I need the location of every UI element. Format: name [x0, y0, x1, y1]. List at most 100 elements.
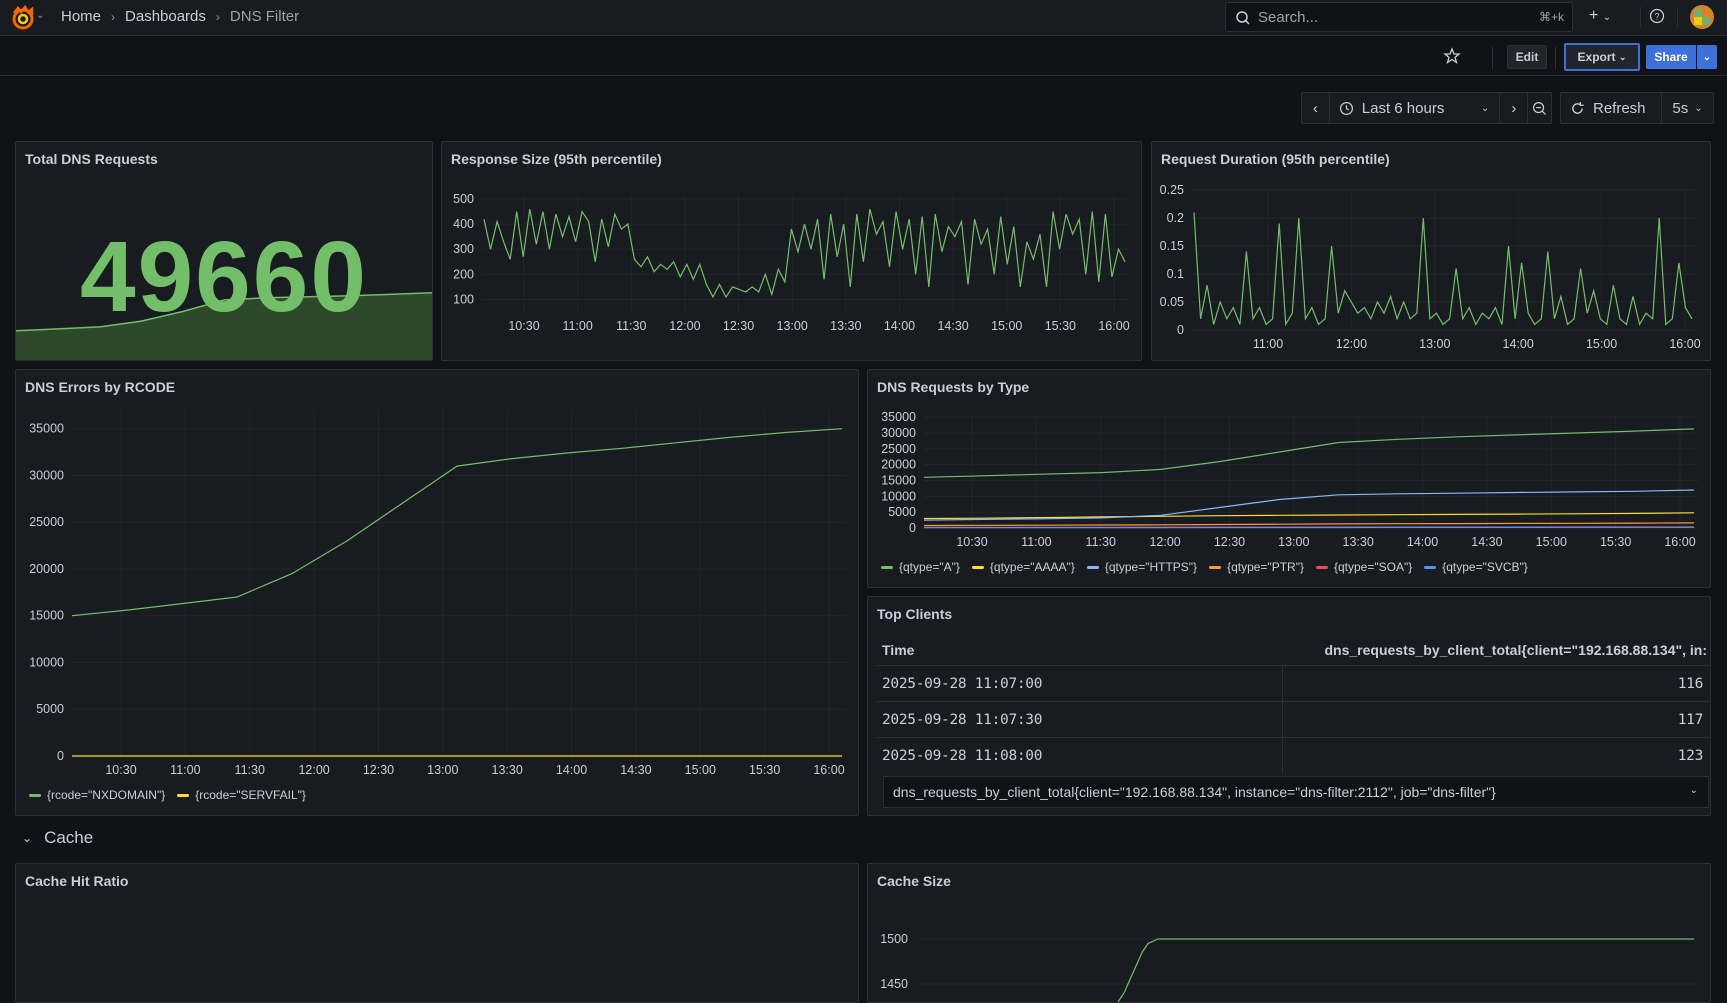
legend-label: {qtype="PTR"}	[1227, 560, 1304, 574]
legend-item[interactable]: {rcode="NXDOMAIN"}	[29, 788, 165, 802]
column-header-value[interactable]: dns_requests_by_client_total{client="192…	[1283, 642, 1709, 658]
y-tick-label: 0	[909, 521, 916, 535]
legend-label: {qtype="SOA"}	[1334, 560, 1412, 574]
x-tick-label: 16:00	[1098, 319, 1129, 333]
x-tick-label: 15:30	[1600, 535, 1631, 549]
x-tick-label: 14:00	[1407, 535, 1438, 549]
series-select[interactable]: dns_requests_by_client_total{client="192…	[883, 776, 1709, 808]
refresh-picker: Refresh 5s ⌄	[1560, 92, 1714, 124]
y-tick-label: 35000	[881, 410, 916, 424]
panel-cache-hit-ratio[interactable]: Cache Hit Ratio	[15, 863, 859, 1003]
panel-total-dns-requests[interactable]: Total DNS Requests 49660	[15, 141, 433, 361]
legend-item[interactable]: {qtype="HTTPS"}	[1087, 560, 1197, 574]
zoom-out-button[interactable]	[1528, 93, 1551, 123]
export-label: Export	[1578, 50, 1616, 64]
y-tick-label: 400	[453, 217, 474, 231]
x-tick-label: 14:30	[1471, 535, 1502, 549]
legend-item[interactable]: {qtype="PTR"}	[1209, 560, 1304, 574]
refresh-button[interactable]: Refresh	[1561, 93, 1662, 123]
time-back-button[interactable]: ‹	[1302, 93, 1330, 123]
x-tick-label: 15:00	[991, 319, 1022, 333]
y-tick-label: 25000	[29, 515, 64, 529]
row-collapse-cache[interactable]: ⌄ Cache	[22, 828, 93, 848]
help-icon[interactable]: ?	[1649, 8, 1665, 24]
x-tick-label: 11:00	[1021, 535, 1051, 549]
table-row: 2025-09-28 11:08:00 123	[877, 738, 1709, 774]
chart-legend: {qtype="A"} {qtype="AAAA"} {qtype="HTTPS"}…	[881, 560, 1528, 574]
x-tick-label: 15:30	[749, 763, 780, 777]
share-button[interactable]: Share	[1646, 45, 1696, 69]
cell-time: 2025-09-28 11:08:00	[877, 738, 1283, 774]
breadcrumb-dashboards[interactable]: Dashboards	[125, 8, 206, 25]
refresh-icon	[1570, 101, 1585, 116]
edit-button[interactable]: Edit	[1507, 45, 1547, 69]
legend-swatch	[972, 566, 984, 569]
legend-item[interactable]: {rcode="SERVFAIL"}	[177, 788, 306, 802]
x-tick-label: 13:30	[1343, 535, 1374, 549]
chevron-down-icon: ⌄	[1619, 52, 1627, 63]
x-tick-label: 11:00	[170, 763, 200, 777]
y-tick-label: 0.1	[1167, 267, 1184, 281]
star-icon[interactable]	[1443, 47, 1461, 65]
stat-value: 49660	[16, 220, 432, 335]
y-tick-label: 200	[453, 267, 474, 281]
legend-item[interactable]: {qtype="AAAA"}	[972, 560, 1075, 574]
timeseries-chart: 0500010000150002000025000300003500010:30…	[16, 370, 859, 816]
clock-icon	[1339, 101, 1354, 116]
series-line	[1194, 212, 1692, 324]
x-tick-label: 10:30	[105, 763, 136, 777]
svg-text:?: ?	[1654, 12, 1659, 22]
series-line	[924, 429, 1694, 477]
search-shortcut: ⌘+k	[1539, 10, 1564, 24]
chevron-left-icon: ‹	[1313, 100, 1318, 117]
timeseries-chart: 0500010000150002000025000300003500010:30…	[868, 370, 1711, 588]
search-placeholder: Search...	[1258, 9, 1539, 26]
legend-swatch	[1209, 566, 1221, 569]
x-tick-label: 11:30	[235, 763, 265, 777]
series-line	[924, 513, 1694, 519]
x-tick-label: 11:30	[1086, 535, 1116, 549]
time-range-button[interactable]: Last 6 hours ⌄	[1330, 93, 1501, 123]
avatar[interactable]	[1690, 5, 1714, 29]
legend-item[interactable]: {qtype="SVCB"}	[1424, 560, 1528, 574]
x-tick-label: 10:30	[956, 535, 987, 549]
chevron-down-icon: ⌄	[1694, 103, 1702, 114]
row-title: Cache	[44, 828, 93, 848]
y-tick-label: 10000	[881, 489, 916, 503]
legend-item[interactable]: {qtype="SOA"}	[1316, 560, 1412, 574]
y-tick-label: 15000	[29, 609, 64, 623]
breadcrumb-home[interactable]: Home	[61, 8, 101, 25]
chevron-down-icon[interactable]: ⌄	[36, 10, 44, 21]
legend-swatch	[1424, 566, 1436, 569]
x-tick-label: 13:00	[1278, 535, 1309, 549]
chevron-down-icon: ⌄	[1703, 52, 1711, 63]
grafana-logo-icon[interactable]	[10, 5, 36, 31]
panel-top-clients[interactable]: Top Clients Time dns_requests_by_client_…	[867, 596, 1711, 816]
x-tick-label: 15:30	[1045, 319, 1076, 333]
refresh-interval-select[interactable]: 5s ⌄	[1662, 93, 1713, 123]
search-input[interactable]: Search... ⌘+k	[1225, 2, 1573, 32]
y-tick-label: 5000	[36, 702, 64, 716]
chevron-down-icon: ⌄	[1481, 103, 1489, 114]
top-bar: ⌄ Home › Dashboards › DNS Filter Search.…	[0, 0, 1727, 36]
export-button[interactable]: Export ⌄	[1564, 43, 1640, 71]
divider	[1555, 47, 1556, 69]
column-header-time[interactable]: Time	[877, 642, 1283, 658]
legend-item[interactable]: {qtype="A"}	[881, 560, 960, 574]
divider	[1640, 7, 1641, 27]
clients-table: Time dns_requests_by_client_total{client…	[877, 635, 1709, 774]
time-forward-button[interactable]: ›	[1500, 93, 1528, 123]
legend-label: {qtype="A"}	[899, 560, 960, 574]
refresh-interval-label: 5s	[1672, 100, 1688, 117]
time-range-label: Last 6 hours	[1362, 100, 1445, 117]
y-tick-label: 5000	[888, 505, 916, 519]
share-dropdown-button[interactable]: ⌄	[1697, 45, 1717, 69]
plus-icon[interactable]: + ⌄	[1589, 7, 1611, 25]
